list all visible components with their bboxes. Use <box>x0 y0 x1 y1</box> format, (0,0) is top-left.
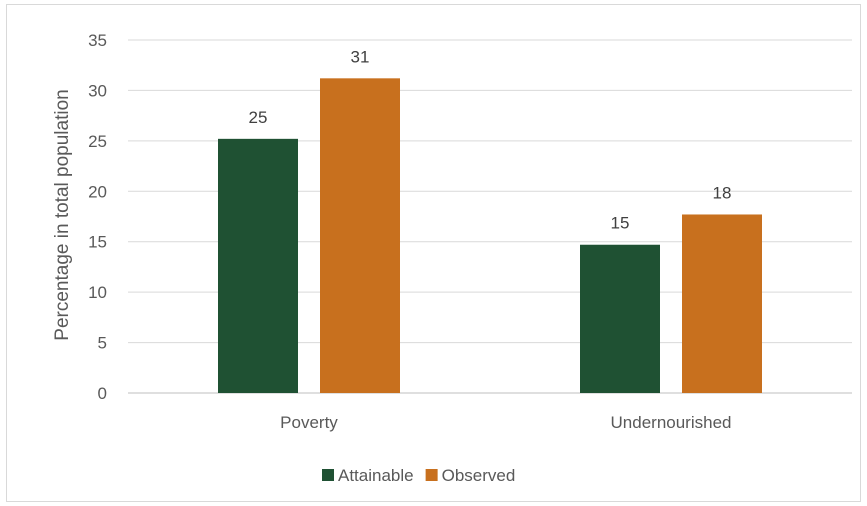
y-tick-label: 5 <box>98 334 107 353</box>
data-label: 18 <box>713 183 732 202</box>
category-label: Undernourished <box>611 413 732 432</box>
data-label: 25 <box>249 108 268 127</box>
y-tick-label: 25 <box>88 132 107 151</box>
bar-attainable-undernourished <box>580 244 660 393</box>
y-tick-label: 30 <box>88 81 107 100</box>
bar-observed-undernourished <box>682 214 762 393</box>
y-tick-label: 10 <box>88 283 107 302</box>
category-label: Poverty <box>280 413 338 432</box>
category-labels: Poverty Undernourished <box>280 413 731 432</box>
y-tick-label: 35 <box>88 31 107 50</box>
legend: Attainable Observed <box>322 466 515 485</box>
bars <box>218 78 762 393</box>
data-label: 15 <box>611 214 630 233</box>
y-tick-label: 15 <box>88 233 107 252</box>
y-tick-label: 0 <box>98 384 107 403</box>
data-labels: 25 31 15 18 <box>249 47 732 232</box>
y-tick-labels: 0 5 10 15 20 25 30 35 <box>88 31 107 403</box>
y-axis-label: Percentage in total population <box>52 89 73 340</box>
legend-label: Observed <box>442 466 516 485</box>
bar-attainable-poverty <box>218 138 298 393</box>
legend-swatch <box>322 469 334 481</box>
data-label: 31 <box>351 47 370 66</box>
legend-label: Attainable <box>338 466 414 485</box>
legend-swatch <box>425 469 438 481</box>
bar-observed-poverty <box>320 78 400 393</box>
y-tick-label: 20 <box>88 182 107 201</box>
